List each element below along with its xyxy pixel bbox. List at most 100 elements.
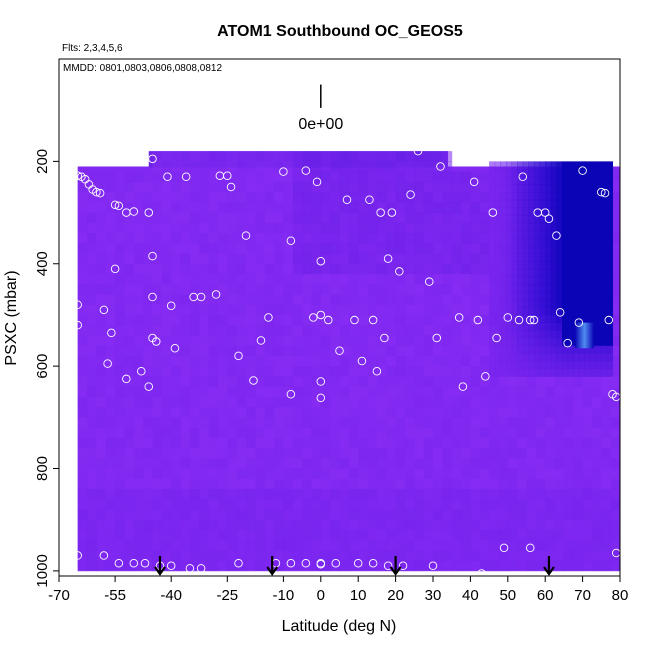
field-cell [489, 458, 499, 470]
field-cell [133, 335, 144, 347]
field-cell [180, 253, 191, 265]
field-cell [255, 550, 266, 562]
field-cell [255, 499, 266, 510]
field-cell [573, 540, 584, 551]
field-cell [386, 263, 397, 275]
field-cell [414, 181, 425, 193]
field-cell [133, 355, 144, 367]
field-cell [507, 519, 518, 531]
field-cell [105, 437, 116, 449]
field-dark-cell [533, 353, 541, 362]
field-dark-cell [545, 284, 552, 293]
field-cell [582, 376, 593, 388]
field-cell [115, 171, 125, 183]
field-cell [442, 458, 453, 470]
field-cell [189, 151, 200, 162]
field-cell [386, 366, 397, 377]
field-cell [171, 560, 182, 572]
field-dark-cell [601, 345, 608, 354]
field-cell [208, 550, 219, 562]
field-cell [563, 386, 574, 398]
field-cell [376, 181, 387, 193]
field-cell [414, 478, 425, 490]
field-cell [274, 427, 284, 439]
field-cell [283, 222, 294, 234]
field-cell [526, 529, 537, 541]
field-cell [292, 488, 303, 500]
field-cell [404, 386, 415, 398]
field-dark-cell [494, 361, 501, 370]
field-dark-cell [533, 169, 541, 178]
field-cell [124, 468, 135, 480]
field-cell [77, 540, 88, 551]
field-cell [208, 417, 219, 429]
field-cell [199, 325, 210, 336]
field-dark-cell [606, 337, 614, 347]
field-cell [180, 519, 191, 531]
field-dark-cell [595, 330, 602, 339]
field-cell [414, 161, 425, 173]
field-cell [255, 171, 266, 183]
field-cell [470, 468, 481, 480]
field-cell [414, 171, 425, 183]
field-cell [489, 396, 499, 408]
field-cell [414, 417, 425, 429]
field-cell [433, 294, 443, 306]
field-cell [330, 345, 340, 357]
field-cell [330, 519, 340, 531]
field-cell [255, 202, 266, 214]
field-cell [283, 181, 294, 193]
sample-point [473, 315, 483, 325]
field-cell [442, 243, 453, 255]
field-dark-cell [539, 284, 546, 293]
field-dark-cell [595, 345, 602, 354]
field-dark-cell [500, 284, 507, 293]
field-cell [358, 468, 369, 480]
sample-point [211, 290, 221, 299]
field-cell [395, 560, 406, 572]
field-cell [236, 468, 247, 480]
field-cell [554, 540, 565, 551]
field-cell [461, 202, 471, 214]
field-cell [320, 560, 331, 572]
field-cell [189, 325, 200, 336]
field-cell [423, 171, 434, 183]
field-cell [199, 427, 210, 439]
field-cell [96, 540, 107, 551]
sample-point [73, 300, 82, 309]
field-cell [115, 407, 125, 418]
field-cell [507, 386, 518, 398]
field-cell [189, 560, 200, 572]
field-cell [395, 151, 406, 162]
field-dark-cell [550, 291, 557, 301]
field-dark-cell [562, 222, 569, 231]
field-cell [526, 519, 537, 531]
field-dark-cell [601, 169, 608, 178]
field-cell [395, 488, 406, 500]
field-cell [386, 273, 397, 285]
field-cell [283, 284, 294, 295]
field-cell [442, 355, 453, 367]
field-cell [404, 314, 415, 326]
field-dark-cell [500, 176, 507, 185]
field-cell [414, 376, 425, 388]
field-cell [236, 386, 247, 398]
field-dark-cell [556, 184, 563, 193]
field-cell [171, 202, 182, 214]
field-dark-cell [505, 268, 513, 278]
field-dark-cell [567, 291, 574, 301]
field-cell [264, 560, 275, 572]
field-cell [376, 202, 387, 214]
field-cell [189, 499, 200, 510]
field-cell [283, 161, 294, 173]
field-cell [264, 161, 275, 173]
field-dark-cell [550, 276, 557, 285]
field-cell [227, 376, 238, 388]
field-dark-cell [578, 184, 585, 193]
field-cell [152, 437, 163, 449]
field-cell [461, 529, 471, 541]
field-cell [348, 161, 359, 173]
field-dark-cell [533, 322, 541, 331]
sample-point [73, 551, 82, 560]
sample-point [514, 315, 524, 325]
